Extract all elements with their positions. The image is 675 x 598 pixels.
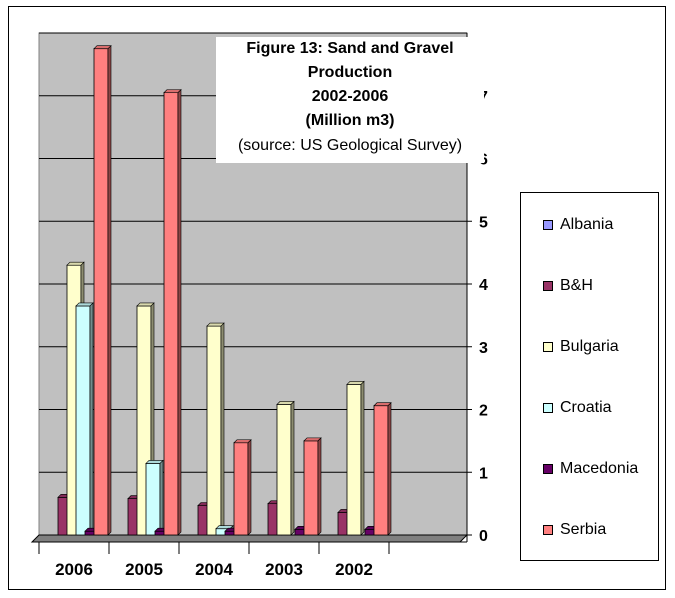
legend-label: Serbia — [560, 521, 607, 538]
x-tick-label: 2003 — [265, 560, 303, 579]
chart-subtitle: (source: US Geological Survey) — [237, 137, 463, 154]
bar-serbia-2004 — [233, 442, 249, 536]
y-tick-label: 5 — [479, 214, 488, 231]
legend-swatch — [543, 525, 553, 535]
bar-side — [107, 44, 112, 536]
legend-item: Croatia — [543, 398, 612, 418]
x-tick-label: 2002 — [335, 560, 373, 579]
legend-item: Albania — [543, 215, 613, 235]
legend-item: Bulgaria — [543, 337, 619, 357]
chart-title-units: (Million m3) — [305, 112, 395, 129]
legend-label: B&H — [560, 277, 593, 294]
legend-item: Macedonia — [543, 459, 638, 479]
x-tick-label: 2004 — [195, 560, 233, 579]
x-tick-label: 2006 — [55, 560, 93, 579]
bar-serbia-2006 — [93, 48, 109, 536]
bar-serbia-2002 — [373, 405, 389, 536]
chart-title-box: Figure 13: Sand and Gravel Production 20… — [216, 37, 484, 163]
bar-side — [317, 437, 322, 536]
bar-side — [247, 439, 252, 536]
bar-side — [220, 322, 225, 536]
legend-item: Serbia — [543, 520, 606, 540]
bar-croatia-2005 — [145, 463, 161, 536]
legend-label: Bulgaria — [560, 338, 619, 355]
legend-label: Albania — [560, 216, 614, 233]
plot-floor — [30, 534, 469, 543]
chart-title-years: 2002-2006 — [311, 88, 389, 105]
bar-side — [159, 459, 164, 536]
legend-swatch — [543, 281, 553, 291]
y-tick-label: 3 — [479, 340, 488, 357]
chart-frame: 0123456720062005200420032002 Figure 13: … — [8, 6, 666, 590]
legend-label: Croatia — [560, 399, 612, 416]
bar-side — [89, 302, 94, 536]
legend-swatch — [543, 342, 553, 352]
bar-side — [290, 400, 295, 536]
x-tick-label: 2005 — [125, 560, 163, 579]
chart-legend: Albania B&H Bulgaria Croatia Macedonia Serbia — [520, 192, 659, 561]
y-tick-label: 0 — [479, 528, 488, 545]
bar-bulgaria-2004 — [206, 325, 222, 536]
legend-swatch — [543, 220, 553, 230]
bar-bulgaria-2003 — [276, 404, 292, 536]
bar-croatia-2006 — [75, 305, 91, 536]
y-tick-label: 1 — [479, 465, 488, 482]
bar-bulgaria-2002 — [346, 383, 362, 536]
legend-swatch — [543, 403, 553, 413]
legend-swatch — [543, 464, 553, 474]
bar-serbia-2003 — [303, 440, 319, 536]
bar-side — [387, 402, 392, 536]
bar-serbia-2005 — [163, 92, 179, 536]
legend-item: B&H — [543, 276, 593, 296]
y-tick-label: 2 — [479, 403, 488, 420]
legend-label: Macedonia — [560, 460, 639, 477]
bar-side — [177, 88, 182, 536]
y-tick-label: 4 — [479, 277, 488, 294]
bar-side — [360, 380, 365, 536]
chart-title: Figure 13: Sand and Gravel Production — [246, 40, 454, 81]
